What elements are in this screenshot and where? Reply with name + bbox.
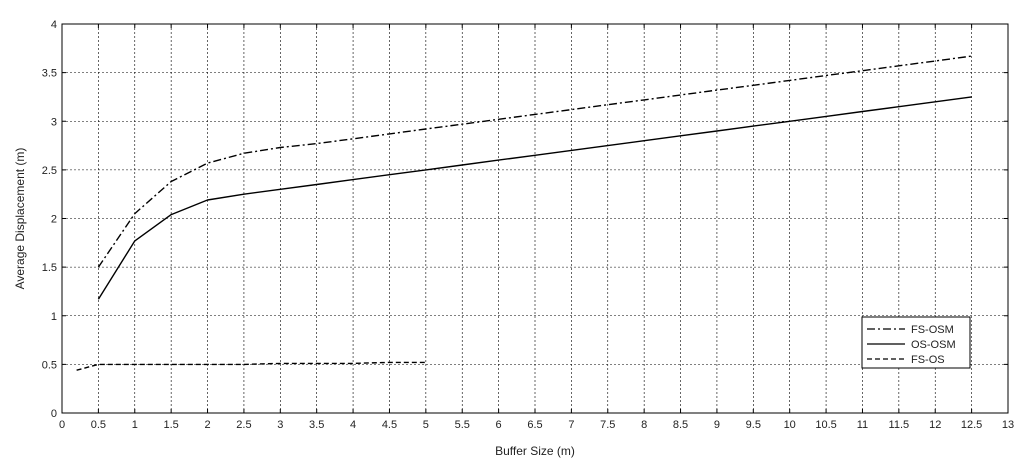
legend-label-fs-osm: FS-OSM — [911, 324, 954, 336]
series-line-fs-osm — [97, 55, 972, 268]
x-tick-label: 4 — [350, 419, 356, 431]
legend-label-fs-os: FS-OS — [911, 354, 945, 366]
x-tick-label: 9.5 — [746, 419, 761, 431]
x-tick-label: 11.5 — [889, 419, 910, 431]
y-tick-label: 1 — [51, 311, 57, 323]
x-tick-label: 5.5 — [455, 419, 470, 431]
x-tick-label: 8.5 — [673, 419, 688, 431]
legend-label-os-osm: OS-OSM — [911, 339, 956, 351]
y-tick-label: 0 — [51, 408, 57, 420]
x-tick-label: 0.5 — [91, 419, 106, 431]
x-tick-label: 0 — [59, 419, 65, 431]
x-tick-label: 4.5 — [382, 419, 397, 431]
x-tick-label: 13 — [1002, 419, 1014, 431]
x-tick-labels: 0 0.5 1 1.5 2 2.5 3 3.5 4 4.5 5 5.5 6 6.5 7 7.5 8 8.5 9 9.5… — [59, 419, 1014, 431]
y-tick-label: 1.5 — [42, 262, 57, 274]
x-tick-label: 7 — [568, 419, 574, 431]
y-tick-label: 0.5 — [42, 359, 57, 371]
series-lines — [76, 55, 972, 371]
x-tick-label: 7.5 — [600, 419, 615, 431]
x-tick-label: 12.5 — [961, 419, 982, 431]
y-tick-labels: 0 0.5 1 1.5 2 2.5 3 3.5 4 — [42, 19, 57, 420]
x-tick-label: 2 — [204, 419, 210, 431]
x-tick-label: 6.5 — [527, 419, 542, 431]
x-tick-label: 8 — [641, 419, 647, 431]
x-tick-label: 1 — [132, 419, 138, 431]
y-tick-label: 3.5 — [42, 68, 57, 80]
y-tick-label: 2.5 — [42, 165, 57, 177]
y-tick-label: 4 — [51, 19, 57, 31]
y-tick-label: 2 — [51, 214, 57, 226]
x-tick-label: 9 — [714, 419, 720, 431]
x-tick-label: 5 — [423, 419, 429, 431]
x-tick-label: 2.5 — [236, 419, 251, 431]
axis-ticks — [61, 23, 1009, 414]
x-tick-label: 10.5 — [815, 419, 836, 431]
x-axis-title: Buffer Size (m) — [495, 444, 575, 458]
x-tick-label: 10 — [784, 419, 796, 431]
x-tick-label: 3.5 — [309, 419, 324, 431]
x-tick-label: 6 — [496, 419, 502, 431]
y-axis-title: Average Displacement (m) — [13, 148, 27, 290]
legend: FS-OSM OS-OSM FS-OS — [861, 316, 971, 369]
x-tick-label: 1.5 — [164, 419, 179, 431]
x-tick-label: 11 — [857, 419, 868, 431]
x-tick-label: 12 — [929, 419, 941, 431]
x-tick-label: 3 — [277, 419, 283, 431]
series-line-os-osm — [97, 96, 972, 300]
series-line-fs-os — [76, 361, 426, 371]
y-tick-label: 3 — [51, 116, 57, 128]
